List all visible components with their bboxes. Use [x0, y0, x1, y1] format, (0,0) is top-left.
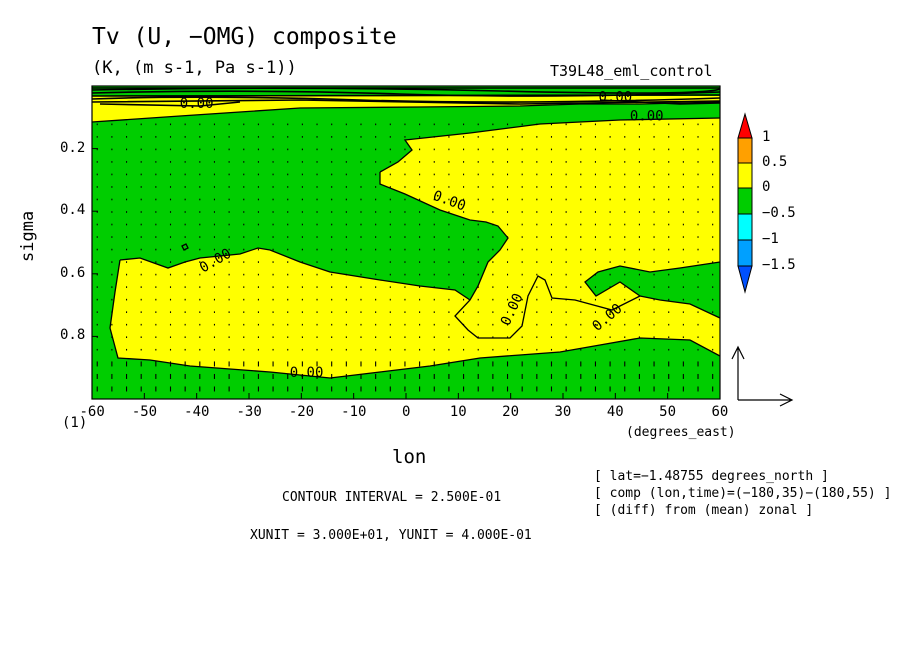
y-tick-label: 0.8 — [60, 327, 86, 344]
colorbar-label: −1 — [762, 231, 779, 247]
region-lower-positive — [110, 248, 720, 378]
contour-interval-text: CONTOUR INTERVAL = 2.500E-01 — [282, 490, 502, 505]
contour-label: 0.00 — [290, 365, 324, 381]
x-tick-label: 50 — [659, 404, 677, 420]
top-noise-band — [92, 86, 720, 96]
contour-lines — [92, 101, 720, 379]
x-tick-label: 20 — [502, 404, 520, 420]
chart-title: Tv (U, −OMG) composite — [92, 24, 397, 50]
colorbar-top-triangle — [737, 112, 753, 139]
contour-label: 0.00 — [598, 90, 632, 106]
colorbar-seg-0.5-1 — [737, 137, 753, 164]
plot-area: 0.000.000.000.00 0.000.000.000.000.000.00 — [92, 74, 720, 399]
x-tick-label: -30 — [236, 404, 262, 420]
chart-units: (K, (m s-1, Pa s-1)) — [92, 58, 297, 78]
x-tick-label: 60 — [711, 404, 729, 420]
y-axis-label: sigma — [18, 210, 38, 262]
x-tick-label: 10 — [449, 404, 467, 420]
x-tick-label: 30 — [554, 404, 572, 420]
colorbar-label: 0.5 — [762, 154, 788, 170]
colorbar-label: 0 — [762, 179, 771, 195]
x-tick-label: -60 — [79, 404, 105, 420]
info-line-comp: [ comp (lon,time)=(−180,35)−(180,55) ] — [594, 486, 892, 501]
contour-label: 0.00 — [651, 74, 685, 90]
colorbar-label: −1.5 — [762, 257, 796, 273]
x-tick-label: -10 — [341, 404, 367, 420]
reference-vector — [731, 345, 794, 407]
colorbar-bottom-triangle — [737, 265, 753, 294]
colorbar-seg-neg1-neg0.5 — [737, 213, 753, 241]
info-line-diff: [ (diff) from (mean) zonal ] — [594, 503, 814, 518]
y-tick-label: 0.6 — [60, 264, 86, 281]
contour-label: 0.00 — [180, 96, 214, 112]
experiment-label: T39L48_eml_control — [550, 62, 713, 80]
vector-units-text: XUNIT = 3.000E+01, YUNIT = 4.000E-01 — [250, 528, 532, 543]
colorbar — [737, 112, 753, 294]
colorbar-label: 1 — [762, 129, 771, 145]
x-tick-label: -40 — [184, 404, 210, 420]
x-tick-label: 40 — [606, 404, 624, 420]
colorbar-seg-neg0.5-0 — [737, 187, 753, 215]
top-contour-lines — [92, 87, 720, 107]
y-bottom-tick-label: (1) — [62, 415, 88, 431]
contour-label: 0.00 — [337, 74, 371, 90]
colorbar-seg-neg1.5-neg1 — [737, 239, 753, 267]
x-tick-label: 0 — [402, 404, 411, 420]
x-axis-label: lon — [392, 446, 427, 468]
contour-label: 0.00 — [630, 108, 664, 124]
info-line-lat: [ lat=−1.48755 degrees_north ] — [594, 469, 829, 484]
colorbar-seg-0-0.5 — [737, 162, 753, 189]
y-axis-ticks — [92, 148, 98, 337]
x-axis-units: (degrees_east) — [626, 425, 736, 440]
colorbar-label: −0.5 — [762, 205, 796, 221]
x-axis-ticks — [91, 393, 721, 399]
region-central-positive — [380, 118, 720, 338]
x-tick-label: -20 — [288, 404, 315, 420]
x-tick-label: -50 — [131, 404, 158, 420]
y-tick-label: 0.2 — [60, 139, 86, 156]
y-tick-label: 0.4 — [60, 202, 86, 219]
